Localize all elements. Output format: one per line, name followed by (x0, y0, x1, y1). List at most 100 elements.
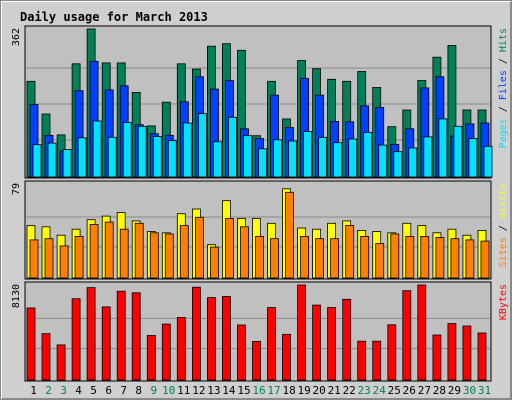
day-label-18: 18 (282, 384, 295, 397)
day-label-6: 6 (105, 384, 112, 397)
panel-legend: Sites / Visits (498, 183, 509, 267)
bar-kbytes-day-15 (237, 324, 246, 381)
panel-hits-files-pages: 362 Pages / Files / Hits (11, 25, 509, 179)
bar-pages-day-20 (318, 136, 328, 178)
bar-kbytes-day-9 (146, 335, 156, 381)
bar-kbytes-day-1 (26, 307, 36, 381)
day-label-13: 13 (207, 384, 220, 397)
chart-title: Daily usage for March 2013 (20, 10, 208, 24)
day-label-19: 19 (297, 384, 310, 397)
day-label-5: 5 (90, 384, 97, 397)
bar-pages-day-4 (77, 137, 87, 178)
day-label-10: 10 (162, 384, 175, 397)
bar-kbytes-day-26 (402, 290, 412, 381)
bar-kbytes-day-11 (176, 316, 186, 381)
day-label-15: 15 (237, 384, 250, 397)
bar-sites-day-4 (74, 235, 84, 279)
bar-kbytes-day-8 (131, 292, 141, 381)
bar-kbytes-day-20 (312, 304, 322, 381)
bar-pages-day-3 (62, 149, 72, 178)
day-label-28: 28 (433, 384, 446, 397)
bar-kbytes-day-16 (252, 340, 261, 381)
bar-sites-day-11 (179, 225, 189, 279)
bar-sites-day-21 (330, 238, 340, 279)
bar-sites-day-2 (44, 238, 54, 279)
bar-sites-day-22 (345, 225, 355, 279)
bar-pages-day-10 (167, 140, 177, 178)
bar-sites-day-26 (405, 235, 415, 279)
bar-sites-day-13 (209, 246, 219, 279)
bar-kbytes-day-14 (221, 296, 231, 381)
bar-pages-day-30 (468, 138, 478, 178)
bar-kbytes-day-6 (101, 306, 111, 381)
bar-sites-day-25 (390, 233, 400, 279)
day-label-20: 20 (312, 384, 325, 397)
bar-pages-day-1 (32, 144, 42, 178)
bar-pages-day-19 (303, 131, 313, 178)
bar-sites-day-29 (450, 238, 460, 279)
bar-kbytes-day-19 (297, 284, 307, 381)
bar-pages-day-24 (378, 144, 388, 178)
bar-sites-day-9 (149, 232, 159, 279)
bar-kbytes-day-5 (86, 287, 96, 381)
bar-pages-day-12 (197, 113, 207, 178)
bar-pages-day-17 (273, 139, 282, 178)
bar-sites-day-6 (104, 221, 114, 279)
legend-entry: Sites (498, 237, 509, 267)
day-label-8: 8 (135, 384, 142, 397)
legend-entry: Pages (498, 118, 509, 148)
bar-kbytes-day-24 (372, 340, 382, 381)
bar-kbytes-day-13 (206, 297, 216, 381)
bar-sites-day-5 (89, 224, 99, 279)
day-label-16: 16 (252, 384, 265, 397)
bar-sites-day-17 (270, 238, 279, 279)
day-label-24: 24 (373, 384, 387, 397)
bar-pages-day-6 (107, 136, 117, 178)
bar-kbytes-day-2 (41, 333, 51, 381)
bar-kbytes-day-17 (267, 307, 276, 381)
day-label-1: 1 (30, 384, 37, 397)
day-label-11: 11 (177, 384, 190, 397)
bar-kbytes-day-31 (477, 332, 487, 381)
bar-kbytes-day-21 (327, 307, 337, 381)
bar-sites-day-8 (134, 222, 144, 279)
bar-sites-day-20 (315, 238, 325, 279)
day-label-2: 2 (45, 384, 52, 397)
legend-entry: / (498, 52, 509, 70)
day-label-14: 14 (222, 384, 236, 397)
bar-pages-day-15 (243, 135, 252, 178)
day-label-21: 21 (328, 384, 341, 397)
bar-kbytes-day-10 (161, 323, 171, 381)
bar-kbytes-day-29 (447, 323, 457, 381)
bar-kbytes-day-22 (342, 298, 352, 381)
bar-sites-day-18 (285, 191, 294, 279)
bar-sites-day-23 (360, 235, 370, 279)
day-label-22: 22 (343, 384, 356, 397)
bar-sites-day-1 (29, 239, 39, 279)
day-label-25: 25 (388, 384, 401, 397)
day-label-26: 26 (403, 384, 416, 397)
panel-legend: KBytes (498, 284, 509, 320)
panel-max-label: 79 (11, 183, 22, 195)
day-label-9: 9 (150, 384, 157, 397)
bar-pages-day-28 (438, 118, 448, 178)
legend-entry: / (498, 100, 509, 118)
day-label-7: 7 (120, 384, 127, 397)
day-axis-labels: 1 2 3 4 5 6 7 8 9 10 11 12 13 14 15 16 17 18 19 20 21 22 23 24 2… (30, 384, 491, 397)
bar-sites-day-12 (194, 216, 204, 279)
bar-kbytes-day-28 (432, 334, 442, 381)
legend-entry: KBytes (498, 284, 509, 320)
legend-entry: Files (498, 70, 509, 100)
bar-sites-day-7 (119, 228, 129, 279)
legend-entry: Hits (498, 28, 509, 52)
bar-pages-day-29 (453, 125, 463, 178)
bar-pages-day-26 (408, 147, 418, 178)
day-label-31: 31 (478, 384, 491, 397)
panel-max-label: 362 (11, 28, 22, 46)
bar-sites-day-27 (420, 235, 430, 279)
day-label-3: 3 (60, 384, 67, 397)
bar-sites-day-16 (255, 235, 264, 279)
bar-pages-day-25 (393, 151, 403, 178)
